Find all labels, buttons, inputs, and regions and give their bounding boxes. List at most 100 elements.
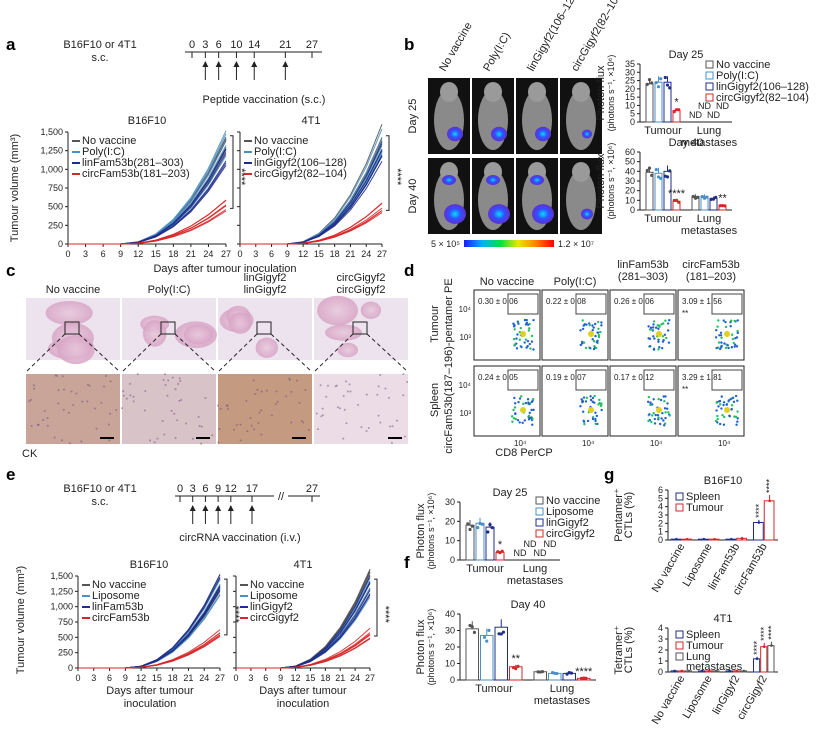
event-dot — [736, 410, 739, 413]
event-dot — [594, 334, 597, 338]
y-tick-label: 1 — [658, 656, 663, 666]
event-dot — [597, 327, 600, 330]
x-tick-label: 27 — [215, 673, 225, 683]
x-tick-label: 6 — [107, 673, 112, 683]
cell-nucleus — [317, 428, 320, 431]
chart-title: 4T1 — [302, 115, 321, 127]
timeline-tick-label: 27 — [306, 483, 318, 495]
event-dot — [724, 320, 727, 324]
event-dot — [597, 335, 601, 339]
event-dot — [516, 320, 520, 323]
event-dot — [732, 400, 736, 404]
data-point — [645, 168, 649, 173]
event-dot — [729, 398, 732, 401]
gate — [711, 293, 743, 315]
y-tick-label: 30 — [625, 67, 635, 77]
event-dot — [527, 329, 530, 332]
chart-b-day25: 05101520253035*TumourNDNDNDNDLungmetasta… — [595, 49, 809, 149]
data-point — [499, 632, 503, 636]
cell-nucleus — [249, 417, 252, 420]
event-dot — [591, 416, 595, 419]
event-dot — [518, 338, 522, 341]
cell-nucleus — [86, 400, 89, 403]
group-label: metastases — [534, 695, 591, 707]
cell-nucleus — [174, 388, 177, 391]
event-dot — [650, 420, 653, 424]
tumour-signal — [447, 126, 463, 142]
event-dot — [722, 403, 725, 407]
legend-label: circGigyf2 — [250, 612, 299, 624]
event-dot — [729, 325, 732, 328]
arrow-head — [227, 505, 234, 511]
tumour-signal — [582, 129, 592, 139]
cell-nucleus — [227, 407, 230, 410]
x-tick-label: 21 — [345, 249, 355, 259]
event-dot — [591, 400, 594, 403]
event-dot — [722, 401, 726, 404]
timeline-a-note: Peptide vaccination (s.c.) — [203, 94, 326, 106]
x-tick-label: 6 — [269, 249, 274, 259]
event-dot — [650, 414, 654, 417]
event-dot — [736, 329, 739, 333]
event-dot — [532, 318, 535, 322]
event-dot — [529, 347, 532, 350]
event-dot — [728, 415, 732, 418]
data-point — [677, 200, 681, 204]
y-axis-label: Photon flux — [415, 619, 427, 675]
tissue-region — [45, 301, 93, 326]
cell-nucleus — [219, 407, 222, 410]
event-dot — [664, 319, 667, 322]
cell-nucleus — [163, 433, 166, 436]
nd-label: ND — [716, 101, 729, 111]
x-axis-label: inoculation — [124, 698, 177, 710]
event-dot — [716, 325, 719, 328]
x-tick-label: 18 — [320, 673, 330, 683]
sig-marker: **** — [766, 625, 776, 640]
legend-label: linGigyf2 — [546, 517, 589, 529]
legend-label: circFam53b — [92, 612, 149, 624]
tissue-region — [360, 301, 382, 319]
event-dot — [734, 415, 738, 419]
y-tick-label: 40 — [445, 609, 455, 619]
event-dot — [718, 422, 722, 426]
cell-nucleus — [276, 400, 279, 403]
y-tick-label: 10⁴ — [459, 305, 472, 314]
cell-nucleus — [335, 384, 338, 387]
event-dot — [716, 417, 719, 421]
data-point — [555, 671, 559, 676]
cell-nucleus — [46, 416, 49, 419]
event-dot — [580, 342, 584, 345]
event-dot — [582, 324, 585, 327]
event-dot — [723, 415, 726, 419]
event-dot — [652, 323, 655, 326]
y-tick-label: 0 — [58, 239, 63, 249]
data-point — [730, 537, 733, 541]
cell-nucleus — [260, 390, 263, 393]
x-tick-label: 12 — [136, 673, 146, 683]
event-dot — [513, 402, 517, 405]
data-point — [673, 669, 676, 673]
tissue-region — [317, 295, 359, 326]
cell-nucleus — [315, 412, 318, 415]
timeline-tick-label: 12 — [225, 483, 237, 495]
y-tick-label: 2 — [658, 645, 663, 655]
event-dot — [662, 424, 666, 427]
cell-nucleus — [171, 376, 174, 379]
x-tick-label: 6 — [263, 673, 268, 683]
cell-nucleus — [109, 412, 112, 415]
timeline-e: B16F10 or 4T1 s.c. // 0 3 6 9 12 17 27 circRNA… — [63, 483, 320, 544]
histology-column-label: No vaccine — [46, 284, 100, 296]
y-tick-label: 10³ — [459, 333, 471, 342]
histology-zoom — [26, 374, 120, 444]
timeline-tick-label: 27 — [306, 39, 318, 51]
legend-label: circFam53b(181–203) — [82, 168, 190, 180]
gate-value: 0.30 ± 0.06 — [478, 297, 519, 306]
sig-bracket — [374, 578, 378, 637]
cell-nucleus — [129, 382, 132, 385]
event-dot — [720, 336, 723, 339]
data-point — [691, 194, 695, 199]
event-dot — [656, 413, 660, 417]
cell-nucleus — [246, 430, 249, 433]
cell-nucleus — [290, 390, 293, 393]
